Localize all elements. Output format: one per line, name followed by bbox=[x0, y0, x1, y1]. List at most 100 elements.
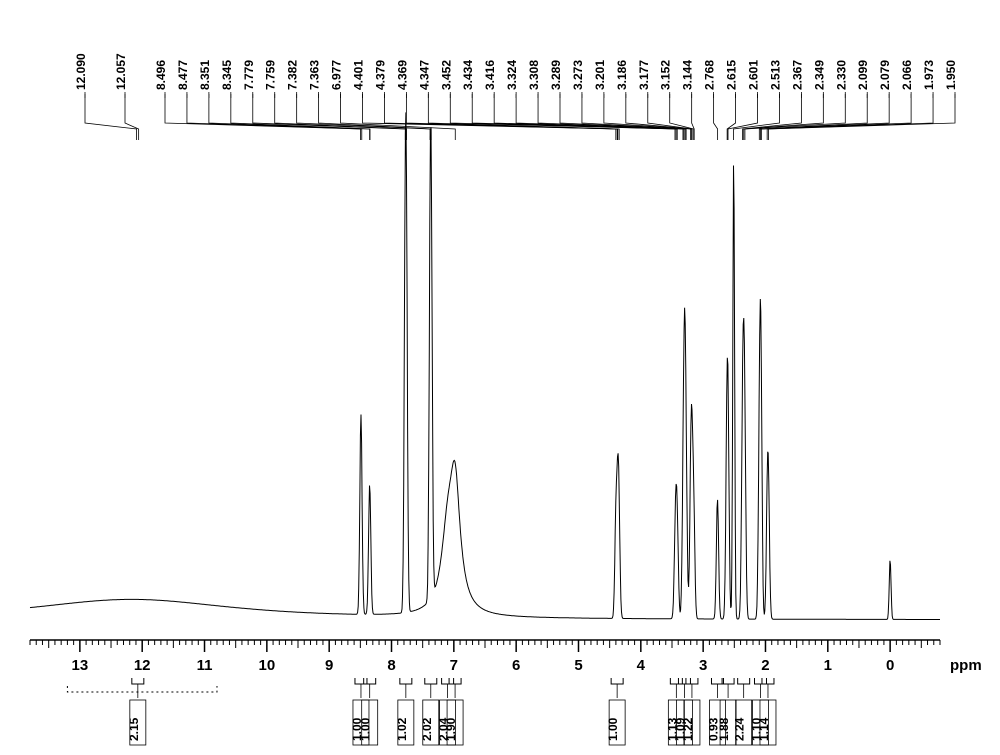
integration-bracket bbox=[686, 678, 698, 684]
axis-tick-label: 11 bbox=[197, 657, 213, 674]
peak-label: 8.351 bbox=[198, 60, 212, 90]
integration-bracket bbox=[678, 678, 690, 684]
peak-leader bbox=[253, 94, 406, 140]
peak-leader bbox=[165, 94, 361, 140]
peak-label: 2.099 bbox=[856, 60, 870, 90]
spectrum-trace bbox=[30, 112, 940, 619]
peak-label: 7.779 bbox=[242, 60, 256, 90]
axis-tick-label: 9 bbox=[325, 657, 333, 674]
integration-bracket bbox=[364, 678, 376, 684]
peak-label: 4.369 bbox=[395, 60, 409, 90]
peak-label: 3.186 bbox=[615, 60, 629, 90]
peak-leader bbox=[450, 94, 675, 140]
peak-label: 4.401 bbox=[352, 60, 366, 90]
peak-label: 7.759 bbox=[264, 60, 278, 90]
peak-leader bbox=[363, 94, 616, 140]
peak-leader bbox=[297, 94, 430, 140]
peak-leader bbox=[626, 94, 692, 140]
peak-label: 7.382 bbox=[286, 60, 300, 90]
integration-bracket bbox=[400, 678, 412, 684]
axis-unit-label: ppm bbox=[950, 657, 982, 674]
peak-leader bbox=[767, 94, 933, 140]
axis-tick-label: 12 bbox=[134, 657, 151, 674]
peak-label: 3.308 bbox=[527, 60, 541, 90]
peak-label: 2.615 bbox=[725, 60, 739, 90]
peak-leader bbox=[428, 94, 619, 140]
peak-label: 3.144 bbox=[681, 60, 695, 90]
axis-tick-label: 1 bbox=[824, 657, 832, 674]
peak-label: 4.379 bbox=[373, 60, 387, 90]
peak-leader bbox=[769, 94, 955, 140]
peak-label: 3.273 bbox=[571, 60, 585, 90]
integration-value: 2.02 bbox=[420, 717, 434, 741]
peak-leader bbox=[209, 94, 370, 140]
integration-value: 1.90 bbox=[444, 717, 458, 741]
peak-label: 2.601 bbox=[747, 60, 761, 90]
peak-label: 8.345 bbox=[220, 60, 234, 90]
peak-leader bbox=[734, 94, 780, 140]
peak-leader bbox=[231, 94, 370, 140]
peak-label: 2.349 bbox=[812, 60, 826, 90]
integration-value: 2.15 bbox=[127, 717, 141, 741]
integration-bracket bbox=[449, 678, 461, 684]
axis-tick-label: 10 bbox=[259, 657, 276, 674]
integration-bracket bbox=[425, 678, 437, 684]
peak-label: 6.977 bbox=[330, 60, 344, 90]
peak-leader bbox=[714, 94, 718, 140]
integration-value: 2.24 bbox=[733, 717, 747, 741]
peak-label: 4.347 bbox=[417, 60, 431, 90]
peak-label: 1.950 bbox=[944, 60, 958, 90]
integration-bracket bbox=[132, 678, 144, 684]
axis-tick-label: 6 bbox=[512, 657, 520, 674]
peak-leader bbox=[743, 94, 802, 140]
integration-value: 1.22 bbox=[681, 717, 695, 741]
peak-label: 3.177 bbox=[637, 60, 651, 90]
peak-label: 8.477 bbox=[176, 60, 190, 90]
peak-leader bbox=[745, 94, 845, 140]
axis-tick-label: 2 bbox=[761, 657, 769, 674]
integration-value: 1.14 bbox=[757, 717, 771, 741]
axis-tick-label: 8 bbox=[387, 657, 395, 674]
integration-value: 1.88 bbox=[717, 717, 731, 741]
peak-leader bbox=[761, 94, 890, 140]
axis-tick-label: 5 bbox=[574, 657, 582, 674]
nmr-spectrum: 131211109876543210ppm12.09012.0578.4968.… bbox=[0, 0, 1000, 755]
peak-label: 2.330 bbox=[834, 60, 848, 90]
integration-range-bracket bbox=[67, 686, 217, 692]
peak-label: 3.201 bbox=[593, 60, 607, 90]
peak-leader bbox=[759, 94, 867, 140]
peak-leader bbox=[670, 94, 694, 140]
peak-leader bbox=[582, 94, 686, 140]
integration-bracket bbox=[762, 678, 774, 684]
integration-value: 1.02 bbox=[395, 717, 409, 741]
peak-label: 3.289 bbox=[549, 60, 563, 90]
axis-tick-label: 0 bbox=[886, 657, 894, 674]
peak-leader bbox=[560, 94, 685, 140]
peak-leader bbox=[761, 94, 911, 140]
peak-leader bbox=[744, 94, 824, 140]
integration-bracket bbox=[611, 678, 623, 684]
peak-label: 2.367 bbox=[790, 60, 804, 90]
peak-label: 2.066 bbox=[900, 60, 914, 90]
peak-label: 3.452 bbox=[439, 60, 453, 90]
peak-label: 3.152 bbox=[659, 60, 673, 90]
peak-label: 12.090 bbox=[74, 53, 88, 90]
peak-leader bbox=[516, 94, 683, 140]
peak-label: 8.496 bbox=[154, 60, 168, 90]
integration-value: 1.00 bbox=[359, 717, 373, 741]
peak-leader bbox=[341, 94, 456, 140]
peak-label: 3.324 bbox=[505, 60, 519, 90]
peak-label: 12.057 bbox=[114, 53, 128, 90]
axis-tick-label: 13 bbox=[72, 657, 89, 674]
peak-label: 3.416 bbox=[483, 60, 497, 90]
axis-tick-label: 3 bbox=[699, 657, 707, 674]
axis-tick-label: 7 bbox=[450, 657, 458, 674]
peak-leader bbox=[406, 94, 617, 140]
axis-tick-label: 4 bbox=[637, 657, 646, 674]
peak-label: 3.434 bbox=[461, 60, 475, 90]
integration-bracket bbox=[738, 678, 750, 684]
peak-label: 2.079 bbox=[878, 60, 892, 90]
peak-leader bbox=[319, 94, 432, 140]
integration-bracket bbox=[442, 678, 454, 684]
peak-label: 2.768 bbox=[703, 60, 717, 90]
